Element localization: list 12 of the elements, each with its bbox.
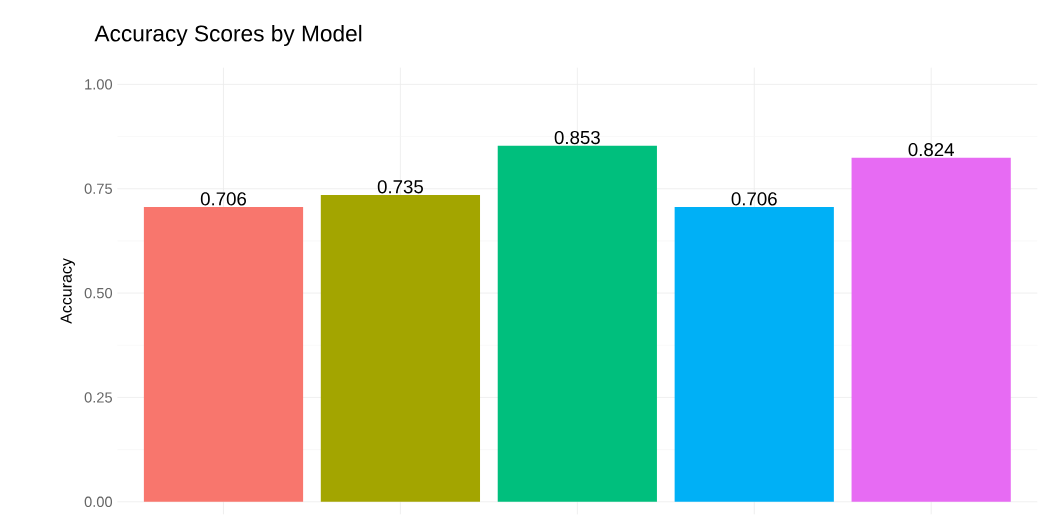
- chart-title: Accuracy Scores by Model: [94, 24, 362, 47]
- data-label: 0.706: [200, 192, 247, 206]
- data-label: 0.706: [731, 192, 777, 206]
- y-tick-label: 0.00: [84, 496, 113, 507]
- y-tick-label: 0.50: [84, 287, 113, 299]
- y-tick-label: 0.75: [84, 183, 112, 194]
- data-label: 0.853: [554, 130, 600, 145]
- y-tick-label: 0.25: [84, 392, 112, 403]
- y-tick-label: 1.00: [85, 79, 113, 90]
- data-label: 0.735: [377, 180, 423, 194]
- data-label: 0.824: [908, 143, 954, 157]
- y-axis-title: Accuracy: [60, 258, 75, 324]
